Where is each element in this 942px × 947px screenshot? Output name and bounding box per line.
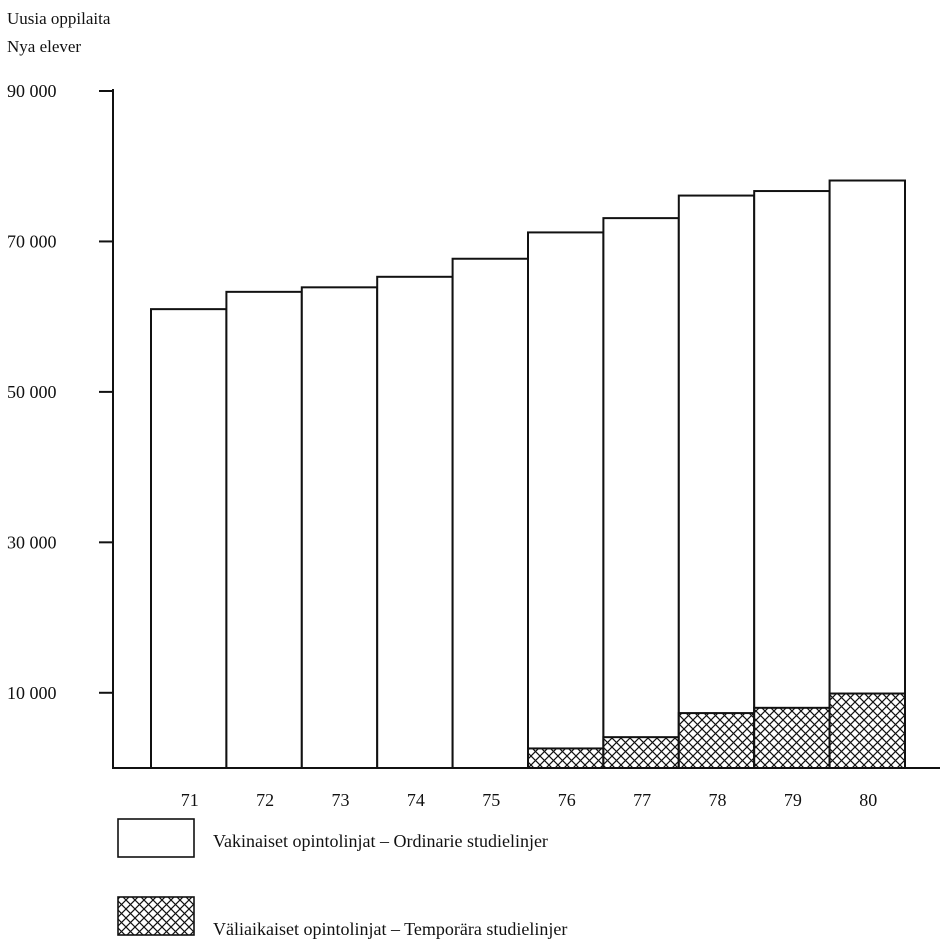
bar-ordinary-78 <box>677 194 756 769</box>
y-tick-label: 90 000 <box>7 81 57 101</box>
legend-swatch-ordinary <box>117 818 195 858</box>
y-tick-label: 70 000 <box>7 231 57 251</box>
bar-temporary-79 <box>753 706 831 769</box>
y-axis-title-line-1: Uusia oppilaita <box>7 9 111 28</box>
x-tick-label: 77 <box>633 790 651 810</box>
y-tick-label: 30 000 <box>7 532 57 552</box>
bar-ordinary-75 <box>451 257 530 769</box>
y-tick-label: 50 000 <box>7 382 57 402</box>
bar-ordinary-72 <box>225 290 303 769</box>
x-tick-label: 76 <box>558 790 576 810</box>
bar-temporary-77 <box>602 736 680 769</box>
bar-ordinary-71 <box>150 308 228 769</box>
x-tick-label: 79 <box>784 790 802 810</box>
bar-temporary-78 <box>677 712 756 769</box>
x-tick-label: 75 <box>482 790 500 810</box>
x-tick-label: 74 <box>407 790 425 810</box>
bar-ordinary-79 <box>753 190 831 770</box>
legend-label-temporary: Väliaikaiset opintolinjat – Temporära st… <box>213 919 567 939</box>
legend-swatch-temporary <box>117 896 195 936</box>
legend-label-ordinary: Vakinaiset opintolinjat – Ordinarie stud… <box>213 831 548 851</box>
y-tick-label: 10 000 <box>7 683 57 703</box>
plot-area: 71 72 73 74 75 76 77 78 79 80 10 000 30 000 50 000 70… <box>7 81 940 810</box>
x-tick-label: 73 <box>332 790 350 810</box>
bar-ordinary-74 <box>376 275 454 769</box>
x-tick-label: 78 <box>709 790 727 810</box>
bar-ordinary-80 <box>828 179 906 769</box>
y-axis-title-line-2: Nya elever <box>7 37 81 56</box>
x-tick-label: 71 <box>181 790 199 810</box>
bar-temporary-76 <box>527 747 605 769</box>
x-tick-label: 72 <box>256 790 274 810</box>
bar-ordinary-73 <box>300 286 379 769</box>
x-tick-label: 80 <box>859 790 877 810</box>
bar-ordinary-76 <box>527 231 605 769</box>
bar-temporary-80 <box>828 692 906 770</box>
legend: Vakinaiset opintolinjat – Ordinarie stud… <box>117 818 567 939</box>
bar-ordinary-77 <box>602 217 680 769</box>
